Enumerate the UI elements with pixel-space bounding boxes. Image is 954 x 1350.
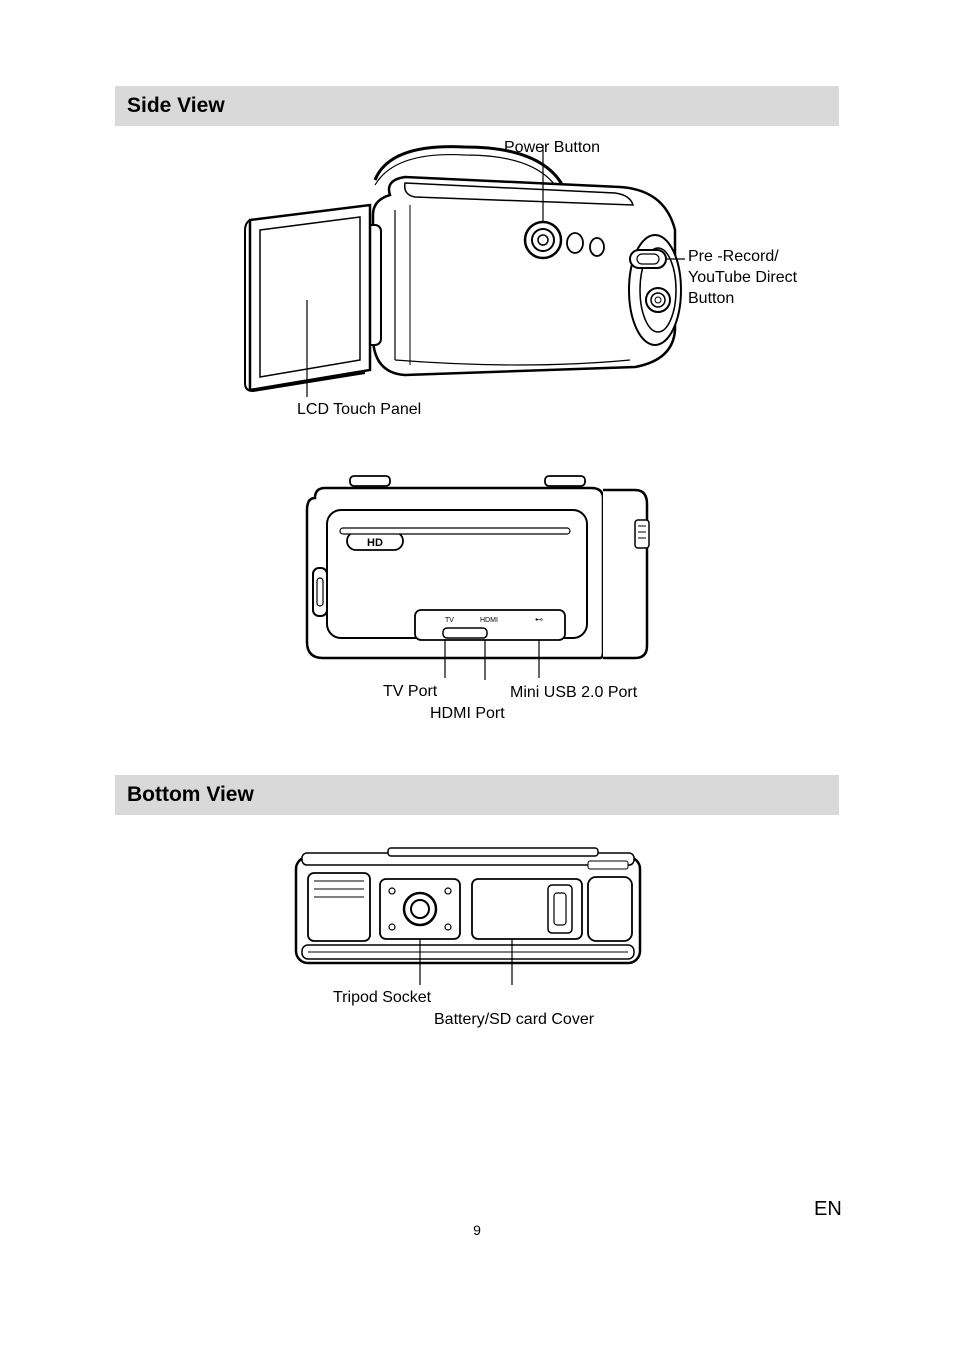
svg-text:TV: TV	[445, 617, 454, 624]
label-battery-cover: Battery/SD card Cover	[434, 1010, 594, 1031]
svg-text:HDMI: HDMI	[480, 617, 498, 624]
bottom-view-diagram	[288, 845, 648, 985]
text-mini-usb: Mini USB 2.0 Port	[510, 684, 637, 701]
label-power-button: Power Button	[504, 138, 600, 159]
language-indicator: EN	[814, 1198, 842, 1221]
text-hdmi-port: HDMI Port	[430, 705, 505, 722]
text-power-button: Power Button	[504, 139, 600, 156]
label-tv-port: TV Port	[383, 682, 437, 703]
svg-text:HD: HD	[367, 537, 383, 549]
text-page-number: 9	[473, 1222, 481, 1238]
side-view-closed-diagram: HD TV HDMI ⊷	[295, 470, 655, 680]
label-mini-usb: Mini USB 2.0 Port	[510, 683, 637, 704]
section-title-side: Side View	[127, 94, 225, 118]
text-language: EN	[814, 1198, 842, 1220]
text-tripod-socket: Tripod Socket	[333, 989, 431, 1006]
side-view-open-diagram	[235, 135, 685, 405]
page-number: 9	[0, 1222, 954, 1238]
label-tripod-socket: Tripod Socket	[333, 988, 431, 1009]
label-lcd-panel: LCD Touch Panel	[297, 400, 421, 421]
section-header-bottom: Bottom View	[115, 775, 839, 815]
text-battery-cover: Battery/SD card Cover	[434, 1011, 594, 1028]
text-pre-record-3: Button	[688, 290, 734, 307]
text-lcd-panel: LCD Touch Panel	[297, 401, 421, 418]
svg-text:⊷: ⊷	[535, 615, 543, 624]
label-hdmi-port: HDMI Port	[430, 704, 505, 725]
section-header-side: Side View	[115, 86, 839, 126]
section-title-bottom: Bottom View	[127, 783, 254, 807]
text-pre-record-1: Pre -Record/	[688, 248, 779, 265]
text-tv-port: TV Port	[383, 683, 437, 700]
text-pre-record-2: YouTube Direct	[688, 269, 797, 286]
label-pre-record: Pre -Record/ YouTube Direct Button	[688, 247, 797, 309]
